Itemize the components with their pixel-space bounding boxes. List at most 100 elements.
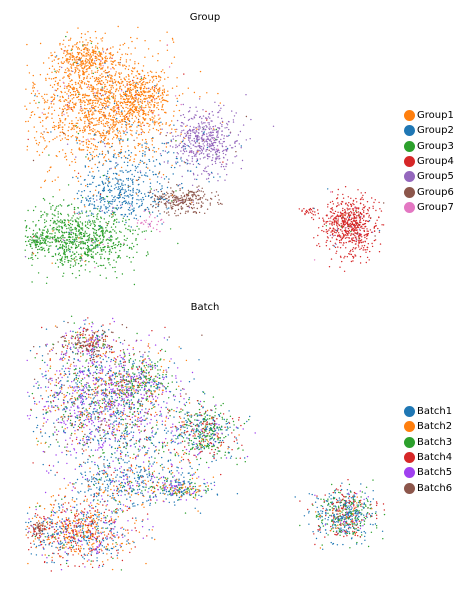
data-point [176,184,178,186]
data-point [139,106,141,108]
data-point [83,116,85,119]
data-point [151,71,153,73]
data-point [113,136,115,138]
data-point [80,236,82,238]
data-point [172,199,175,202]
data-point [101,241,103,244]
data-point [40,216,42,218]
data-point [163,178,166,180]
data-point [193,207,195,209]
data-point [102,82,105,84]
data-point [85,44,87,46]
data-point [344,186,347,188]
data-point [158,98,161,100]
data-point [71,161,73,163]
data-point [58,122,60,124]
data-point [88,101,90,103]
data-point [222,165,225,168]
data-point [78,241,80,244]
data-point [79,85,82,87]
data-point [160,131,162,134]
data-point [225,154,227,156]
data-point [44,179,47,181]
data-point [52,238,54,240]
data-point [142,78,144,81]
data-point [160,76,162,79]
data-point [85,39,87,41]
data-point [196,202,198,204]
data-point [90,109,92,111]
data-point [64,224,66,226]
data-point [183,148,185,150]
data-point [33,236,35,238]
data-point [54,56,56,58]
data-point [178,144,180,147]
data-point [155,129,158,131]
data-point [107,118,110,120]
data-point [66,105,69,107]
data-point [184,143,186,146]
data-point [98,191,100,193]
data-point [147,113,149,116]
data-point [359,240,362,242]
data-point [318,217,320,219]
data-point [142,87,145,90]
data-point [129,185,131,188]
data-point [105,79,107,81]
data-point [84,111,87,113]
data-point [45,116,48,119]
data-point [80,63,82,65]
data-point [85,114,87,116]
data-point [133,81,135,84]
data-point [141,146,143,148]
data-point [99,54,101,57]
data-point [140,192,143,195]
data-point [170,205,172,207]
data-point [94,229,96,231]
data-point [179,165,181,167]
data-point [189,202,191,204]
data-point [355,209,357,212]
data-point [312,214,314,216]
data-point [156,121,158,123]
data-point [133,86,135,88]
data-point [94,240,96,242]
data-point [209,140,211,142]
data-point [199,150,201,152]
data-point [371,197,373,199]
data-point [77,53,80,56]
data-point [352,199,355,202]
data-point [219,161,221,164]
data-point [73,233,75,235]
data-point [127,209,130,211]
data-point [354,226,356,228]
data-point [97,58,99,60]
data-point [165,122,167,124]
data-point [140,222,142,224]
data-point [67,101,69,104]
data-point [353,215,356,218]
data-point [81,212,84,214]
data-point [50,103,52,105]
data-point [94,80,96,82]
data-point [86,226,88,229]
data-point [334,246,337,249]
data-point [105,178,108,180]
data-point [212,145,214,147]
data-point [103,211,106,214]
data-point [96,216,98,218]
data-point [103,87,105,89]
data-point [105,92,107,94]
data-point [88,248,91,250]
data-point [152,79,155,81]
data-point [158,75,160,77]
data-point [372,207,374,209]
data-point [332,203,335,205]
data-point [202,115,205,117]
data-point [75,230,78,232]
data-point [353,233,355,235]
data-point [74,260,76,262]
data-point [215,157,217,160]
data-point [177,208,180,211]
data-point [87,254,89,256]
